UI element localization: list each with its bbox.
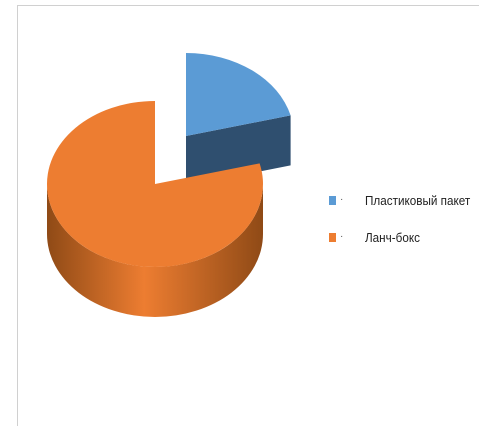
legend-label-plastic-bag: Пластиковый пакет: [365, 192, 471, 208]
legend-item-plastic-bag: · Пластиковый пакет: [329, 189, 479, 211]
legend-item-lunch-box: · Ланч-бокс: [329, 226, 479, 248]
legend-label-lunch-box: Ланч-бокс: [365, 229, 421, 245]
pie-slice-plastic-bag: [186, 53, 291, 136]
chart-frame: [17, 5, 479, 426]
legend-marker: ·: [340, 194, 344, 205]
pie-slice-lunch-box: [47, 101, 263, 267]
pie-cut-plastic-bag: [186, 115, 291, 186]
chart-legend: · Пластиковый пакет · Ланч-бокс: [329, 189, 479, 263]
legend-swatch-plastic-bag: [329, 195, 336, 205]
legend-marker: ·: [340, 231, 344, 242]
legend-swatch-lunch-box: [329, 232, 336, 242]
pie-side-lunch-box: [47, 184, 263, 317]
